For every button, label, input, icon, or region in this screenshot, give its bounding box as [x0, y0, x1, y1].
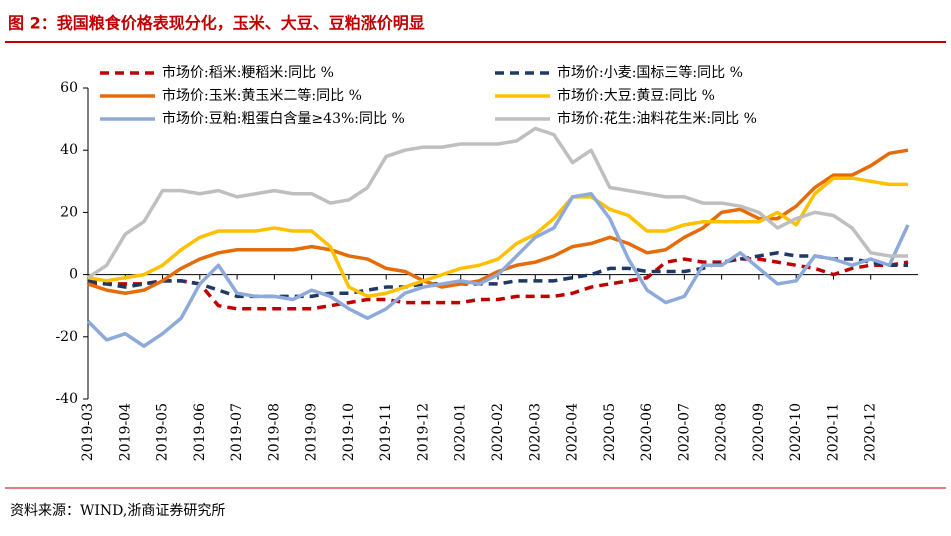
x-tick-label: 2020-01: [453, 403, 469, 461]
y-tick-label: -40: [55, 391, 78, 407]
series-line: [86, 191, 910, 348]
y-tick-label: 60: [60, 80, 78, 96]
x-tick-label: 2020-09: [751, 403, 767, 461]
legend-label: 市场价:豆粕:粗蛋白含量≥43%:同比 %: [162, 110, 405, 127]
y-tick-label: 40: [60, 142, 78, 158]
x-tick-label: 2019-12: [415, 403, 431, 461]
series-line: [87, 176, 908, 299]
series-line: [87, 148, 909, 296]
x-tick-label: 2019-06: [192, 403, 208, 461]
series-line: [87, 126, 908, 280]
x-tick-label: 2019-09: [304, 403, 320, 461]
x-tick-label: 2019-07: [229, 403, 245, 461]
series-line: [87, 251, 908, 299]
x-tick-label: 2019-03: [80, 403, 96, 461]
y-tick-label: 20: [60, 204, 78, 220]
x-tick-label: 2020-05: [602, 403, 618, 461]
x-tick-label: 2020-04: [565, 403, 581, 461]
legend-label: 市场价:玉米:黄玉米二等:同比 %: [162, 87, 362, 104]
x-tick-label: 2019-05: [155, 403, 171, 461]
x-tick-label: 2020-06: [639, 403, 655, 461]
y-tick-label: 0: [69, 267, 78, 283]
legend-label: 市场价:稻米:粳稻米:同比 %: [162, 64, 334, 81]
x-tick-label: 2019-04: [117, 403, 133, 461]
y-tick-label: -20: [55, 329, 78, 345]
x-tick-label: 2019-11: [378, 403, 394, 461]
x-tick-label: 2020-12: [863, 403, 879, 461]
x-tick-label: 2019-08: [266, 403, 282, 461]
x-tick-label: 2020-08: [714, 403, 730, 461]
x-tick-label: 2020-07: [676, 403, 692, 461]
x-tick-label: 2020-11: [825, 403, 841, 461]
x-tick-label: 2020-03: [527, 403, 543, 461]
source: 资料来源：WIND,浙商证券研究所: [10, 503, 225, 519]
x-tick-label: 2019-10: [341, 403, 357, 461]
legend-label: 市场价:小麦:国标三等:同比 %: [557, 64, 743, 81]
x-tick-label: 2020-02: [490, 403, 506, 461]
legend-label: 市场价:花生:油料花生米:同比 %: [557, 110, 757, 127]
chart-title: 图 2：我国粮食价格表现分化，玉米、大豆、豆粕涨价明显: [8, 14, 425, 33]
x-tick-label: 2020-10: [788, 403, 804, 461]
legend-label: 市场价:大豆:黄豆:同比 %: [557, 87, 715, 104]
series-line: [88, 257, 909, 311]
